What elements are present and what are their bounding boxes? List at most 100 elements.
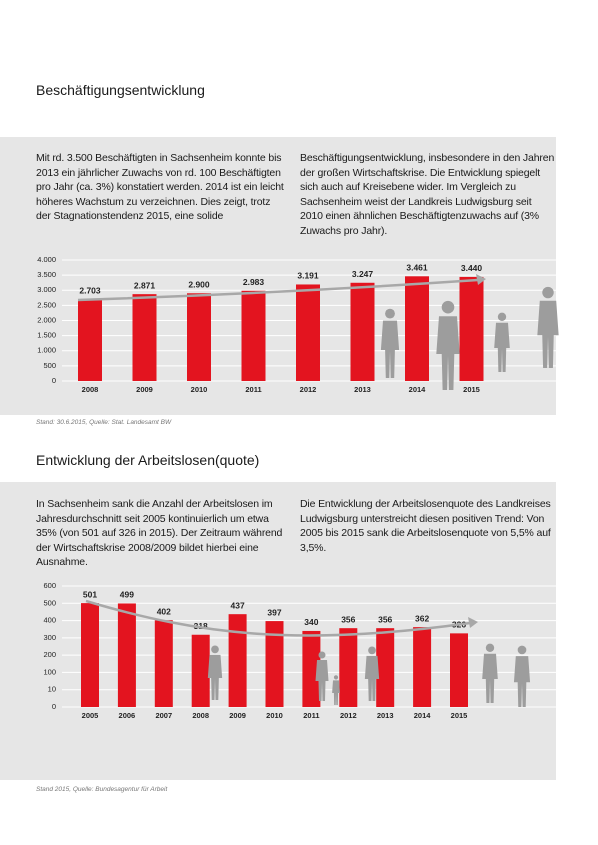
- silhouette: [542, 286, 554, 299]
- bar: [376, 628, 395, 707]
- data-label: 356: [378, 614, 392, 624]
- x-tick-label: 2014: [414, 711, 432, 720]
- y-tick-label: 2.000: [37, 315, 56, 324]
- silhouette: [497, 312, 507, 321]
- data-label: 356: [341, 614, 355, 624]
- data-label: 362: [415, 613, 429, 623]
- data-label: 3.440: [461, 263, 483, 273]
- silhouette: [368, 646, 376, 655]
- x-tick-label: 2009: [229, 711, 246, 720]
- data-label: 340: [304, 617, 318, 627]
- bar: [405, 276, 429, 381]
- data-label: 318: [194, 621, 208, 631]
- bar: [187, 293, 211, 381]
- x-tick-label: 2010: [191, 385, 208, 394]
- x-tick-label: 2009: [136, 385, 153, 394]
- bar: [413, 627, 432, 707]
- y-tick-label: 0: [52, 702, 56, 711]
- silhouette: [494, 322, 510, 372]
- chart: 0 500 1.000 1.500 2.000 2.500 3.000 3.500 4.000 2…: [37, 255, 559, 394]
- chart: 0 10 100 200 300 400 500 600 501 2005 499 2006 402 20…: [43, 581, 556, 720]
- trend-arrow: [476, 274, 486, 285]
- silhouette: [513, 656, 531, 707]
- silhouette: [364, 655, 380, 701]
- silhouette: [318, 651, 326, 659]
- y-tick-label: 400: [43, 616, 56, 625]
- silhouette: [211, 645, 219, 654]
- heading: Entwicklung der Arbeitslosen(quote): [36, 452, 260, 468]
- bar: [78, 299, 102, 381]
- x-tick-label: 2014: [409, 385, 427, 394]
- y-tick-label: 200: [43, 650, 56, 659]
- bar: [191, 634, 210, 707]
- x-tick-label: 2011: [303, 711, 319, 720]
- silhouette: [207, 654, 223, 700]
- heading: Beschäftigungsentwicklung: [36, 82, 205, 98]
- data-label: 2.703: [79, 285, 101, 295]
- bar: [302, 630, 321, 707]
- x-tick-label: 2012: [300, 385, 317, 394]
- x-tick-label: 2005: [82, 711, 99, 720]
- silhouette: [537, 300, 559, 368]
- x-tick-label: 2012: [340, 711, 357, 720]
- x-tick-label: 2010: [266, 711, 283, 720]
- data-label: 2.983: [243, 277, 265, 287]
- silhouette: [380, 320, 400, 378]
- y-tick-label: 4.000: [37, 255, 56, 264]
- silhouette: [315, 660, 329, 701]
- paragraph: In Sachsenheim sank die Anzahl der Arbei…: [36, 498, 283, 568]
- bar: [339, 628, 358, 707]
- data-label: 501: [83, 589, 97, 599]
- y-tick-label: 3.000: [37, 285, 56, 294]
- y-tick-label: 500: [43, 598, 56, 607]
- x-tick-label: 2015: [463, 385, 480, 394]
- y-tick-label: 100: [43, 667, 56, 676]
- silhouette: [441, 300, 455, 314]
- bar: [450, 633, 468, 707]
- bar: [265, 621, 284, 707]
- trend-arrow: [77, 278, 479, 302]
- bar: [228, 614, 247, 707]
- data-label: 437: [231, 600, 245, 610]
- y-tick-label: 3.500: [37, 270, 56, 279]
- paragraph: Mit rd. 3.500 Beschäftigten in Sachsenhe…: [36, 152, 284, 222]
- silhouette: [332, 680, 340, 705]
- paragraph: Beschäftigungsentwicklung, insbesondere …: [300, 152, 555, 237]
- data-label: 2.900: [188, 280, 210, 290]
- x-tick-label: 2015: [451, 711, 468, 720]
- trend-arrow: [85, 599, 471, 637]
- silhouette: [385, 308, 395, 319]
- y-tick-label: 10: [48, 685, 56, 694]
- y-tick-label: 300: [43, 633, 56, 642]
- silhouette: [517, 645, 527, 655]
- silhouette: [482, 653, 498, 703]
- data-label: 2.871: [134, 280, 156, 290]
- x-tick-label: 2008: [82, 385, 99, 394]
- bar: [459, 276, 484, 381]
- silhouette: [485, 643, 495, 652]
- bar: [117, 603, 136, 707]
- bar: [81, 603, 99, 707]
- y-tick-label: 600: [43, 581, 56, 590]
- data-label: 3.191: [297, 271, 319, 281]
- x-tick-label: 2013: [354, 385, 371, 394]
- x-tick-label: 2011: [245, 385, 261, 394]
- x-tick-label: 2013: [377, 711, 394, 720]
- data-label: 3.461: [406, 263, 428, 273]
- data-label: 3.247: [352, 269, 374, 279]
- bar: [296, 284, 320, 381]
- source-note: Stand: 30.6.2015, Quelle: Stat. Landesam…: [36, 419, 172, 426]
- y-tick-label: 0: [52, 376, 56, 385]
- y-tick-label: 1.500: [37, 331, 56, 340]
- bar: [350, 282, 375, 381]
- data-label: 402: [157, 606, 171, 616]
- paragraph: Die Entwicklung der Arbeitslosenquote de…: [300, 498, 551, 554]
- y-tick-label: 2.500: [37, 300, 56, 309]
- silhouette: [333, 675, 339, 680]
- bar: [241, 290, 266, 381]
- data-label: 397: [267, 607, 281, 617]
- bar: [154, 620, 173, 707]
- trend-arrow: [468, 617, 478, 628]
- source-note: Stand 2015, Quelle: Bundesagentur für Ar…: [36, 786, 168, 793]
